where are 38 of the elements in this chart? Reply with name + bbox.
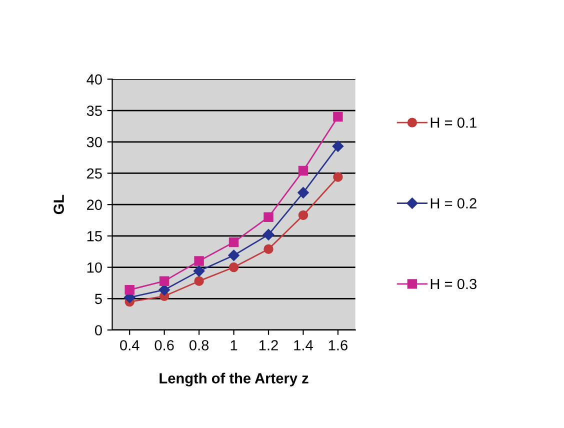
point [193,265,205,277]
point [298,210,308,220]
point [228,250,240,261]
point [124,284,134,295]
y-tick-label: 10 [87,262,102,273]
y-tick-label: 30 [86,136,102,148]
point [159,276,170,286]
x-tick-label: 0.6 [154,340,174,350]
x-tick-label: 0.8 [189,340,209,350]
x-tick-label: 1.4 [294,340,313,350]
point [333,172,343,182]
x-tick-label: 1 [230,340,238,350]
point [333,112,343,122]
x-tick-label: 0.4 [120,340,140,350]
legend-label: H = 0.2 [430,198,476,208]
x-tick-label: 1.6 [328,340,348,350]
y-tick-label: 25 [87,168,102,179]
y-tick-label: 40 [86,74,102,85]
y-tick-label: 0 [94,325,102,336]
point [264,212,274,222]
x-tick-label: 1.2 [259,340,278,350]
y-tick-label: 5 [94,294,102,304]
point [262,229,274,240]
point [298,187,309,198]
y-axis-title: GL [54,194,64,214]
legend-label: H = 0.1 [430,117,476,128]
y-tick-label: 20 [87,200,102,210]
point [228,262,239,272]
point [264,244,274,254]
point [298,166,308,176]
legend-label: H = 0.3 [430,278,476,290]
point [228,237,239,248]
point [332,140,344,152]
y-tick-label: 15 [87,231,102,242]
y-tick-label: 35 [86,106,102,116]
point [194,276,204,286]
point [194,256,204,266]
x-axis-title: Length of the Artery z [160,372,308,386]
